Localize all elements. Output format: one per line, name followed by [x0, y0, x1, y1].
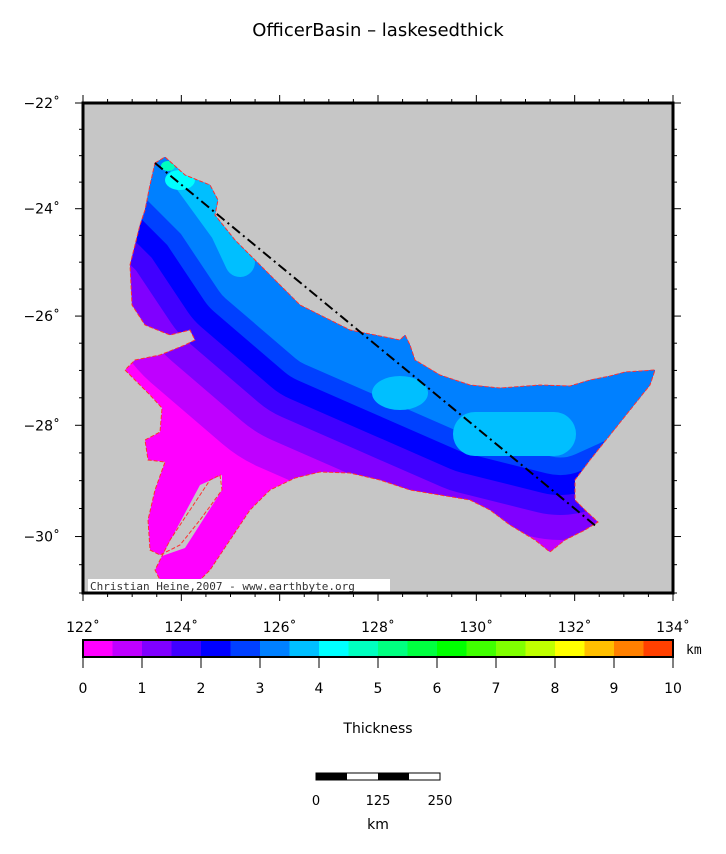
colorbar-swatch — [230, 640, 261, 657]
colorbar-swatch — [643, 640, 674, 657]
lon-label: 134˚ — [656, 619, 690, 636]
thickness-grid — [125, 157, 655, 590]
colorbar-swatch — [348, 640, 379, 657]
colorbar-label: 0 — [79, 681, 88, 697]
lon-label: 128˚ — [361, 619, 395, 636]
lon-label: 130˚ — [459, 619, 493, 636]
map-ticks — [75, 95, 681, 601]
colorbar-swatch — [555, 640, 585, 657]
lon-label: 126˚ — [263, 619, 297, 636]
colorbar-swatch — [319, 640, 349, 657]
lat-label: −22˚ — [23, 95, 60, 112]
colorbar-swatch — [171, 640, 202, 657]
colorbar-label: 1 — [138, 681, 147, 697]
colorbar-swatch — [289, 640, 320, 657]
lon-label: 122˚ — [66, 619, 100, 636]
colorbar-swatch — [112, 640, 143, 657]
profile-line — [154, 162, 598, 528]
basin-outline — [124, 156, 656, 591]
scalebar-label-250: 250 — [428, 794, 453, 809]
lat-label: −26˚ — [23, 308, 60, 325]
lon-label: 124˚ — [164, 619, 198, 636]
colorbar-label: 2 — [197, 681, 206, 697]
colorbar-label: 3 — [256, 681, 265, 697]
colorbar-swatch — [407, 640, 438, 657]
credit-text: Christian Heine,2007 - www.earthbyte.org — [90, 580, 355, 593]
colorbar-swatch — [466, 640, 497, 657]
colorbar-label: 9 — [610, 681, 619, 697]
colorbar-title: Thickness — [342, 721, 412, 737]
colorbar-label: 6 — [433, 681, 442, 697]
colorbar-swatch — [260, 640, 290, 657]
credit-box — [88, 579, 390, 593]
gap-channel — [162, 475, 222, 556]
colorbar-label: 7 — [492, 681, 501, 697]
thickness-band-7 — [453, 412, 576, 456]
colorbar-swatch — [525, 640, 556, 657]
colorbar-swatch — [614, 640, 644, 657]
scalebar-label-0: 0 — [312, 794, 320, 809]
colorbar-swatch — [142, 640, 172, 657]
colorbar-swatch — [496, 640, 526, 657]
colorbar: 0 1 2 3 4 5 6 7 8 9 10 — [79, 639, 682, 697]
colorbar-unit: km — [686, 643, 702, 658]
lat-label: −30˚ — [23, 529, 60, 546]
lon-label: 132˚ — [558, 619, 592, 636]
scale-bar — [315, 772, 441, 781]
lat-label: −28˚ — [23, 417, 60, 434]
thickness-band-7 — [170, 160, 255, 277]
colorbar-swatch — [378, 640, 408, 657]
colorbar-swatch — [201, 640, 231, 657]
map-title: OfficerBasin – laskesedthick — [252, 20, 504, 41]
colorbar-swatch — [83, 640, 113, 657]
scalebar-label-125: 125 — [366, 794, 391, 809]
colorbar-swatch — [437, 640, 467, 657]
colorbar-label: 10 — [664, 681, 682, 697]
colorbar-label: 4 — [315, 681, 324, 697]
colorbar-label: 5 — [374, 681, 383, 697]
longitude-labels: 122˚ 124˚ 126˚ 128˚ 130˚ 132˚ 134˚ — [66, 619, 690, 636]
scalebar-unit: km — [367, 817, 389, 833]
colorbar-label: 8 — [551, 681, 560, 697]
thickness-band-7 — [372, 376, 428, 410]
latitude-labels: −22˚ −24˚ −26˚ −28˚ −30˚ — [23, 95, 60, 546]
colorbar-swatch — [584, 640, 615, 657]
lat-label: −24˚ — [23, 201, 60, 218]
